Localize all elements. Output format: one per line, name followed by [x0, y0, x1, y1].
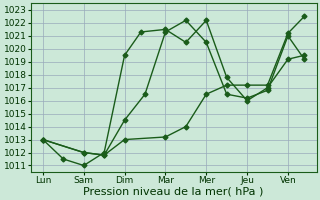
X-axis label: Pression niveau de la mer( hPa ): Pression niveau de la mer( hPa )	[84, 187, 264, 197]
